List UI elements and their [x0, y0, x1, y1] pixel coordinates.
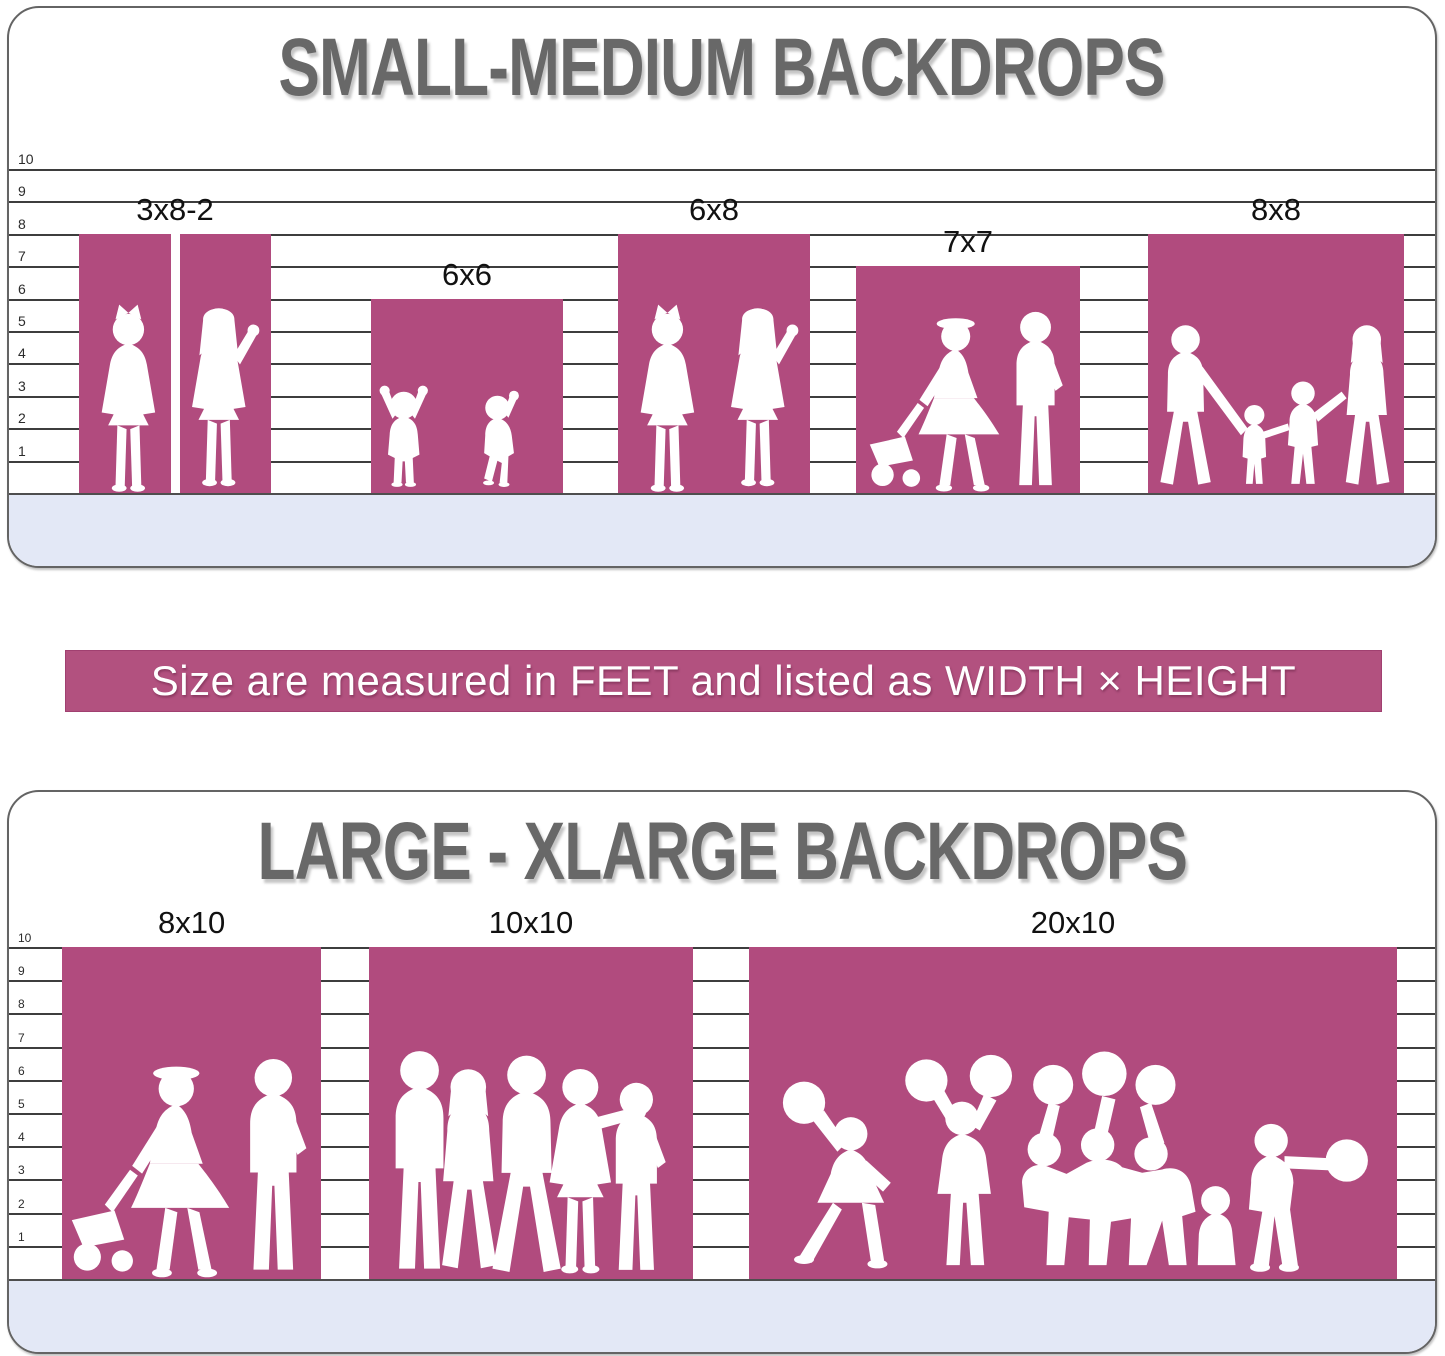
measurement-note-banner: Size are measured in FEET and listed as … — [65, 650, 1382, 712]
scale-number: 7 — [18, 248, 26, 265]
backdrop-size-label: 3x8-2 — [136, 191, 214, 227]
scale-number: 5 — [18, 313, 26, 329]
foot-gridline — [9, 169, 1435, 171]
scale-number: 7 — [18, 1030, 25, 1045]
backdrop-size-label: 7x7 — [943, 224, 993, 260]
backdrop-rect-8x10 — [62, 947, 322, 1279]
panel-divider — [170, 233, 180, 493]
scale-number: 4 — [18, 345, 26, 362]
scale-number: 2 — [18, 1196, 25, 1211]
foot-gridline — [9, 1079, 1435, 1082]
foot-gridline — [9, 980, 1435, 983]
section-title-small-medium: SMALL-MEDIUM BACKDROPS — [9, 20, 1435, 112]
backdrop-rect-6x6 — [371, 298, 563, 493]
scale-number: 3 — [18, 1163, 25, 1178]
scale-number: 8 — [18, 997, 25, 1012]
foot-gridline — [9, 1245, 1435, 1248]
foot-gridline — [9, 947, 1435, 949]
panel-large-xlarge: LARGE - XLARGE BACKDROPS 10 9 8 7 6 5 4 3 2 1 8x10… — [7, 790, 1437, 1354]
foot-gridline — [9, 1212, 1435, 1215]
foot-gridline — [9, 201, 1435, 204]
section-title-large-xlarge: LARGE - XLARGE BACKDROPS — [9, 804, 1435, 896]
backdrop-size-label: 10x10 — [488, 905, 574, 940]
size-chart-small-medium: 10 9 8 7 6 5 4 3 2 1 3x8-2 6x6 6x8 7x7 8x8 — [9, 8, 1435, 566]
backdrop-rect-3x8-2 — [79, 233, 271, 493]
backdrop-rect-6x8 — [618, 233, 810, 493]
scale-number: 3 — [18, 377, 26, 394]
scale-number: 2 — [18, 410, 26, 427]
backdrop-rect-8x8 — [1148, 233, 1404, 493]
scale-number: 8 — [18, 215, 26, 232]
measurement-note-text: Size are measured in FEET and listed as … — [150, 657, 1297, 704]
scale-number: 1 — [18, 1229, 25, 1244]
backdrop-size-label: 8x8 — [1251, 191, 1301, 227]
cheer-squad-icon — [749, 1051, 1397, 1278]
scale-number: 1 — [18, 442, 26, 459]
foot-gridline — [9, 1146, 1435, 1149]
panel-small-medium: SMALL-MEDIUM BACKDROPS 10 9 8 7 6 5 4 3 2 1 3x8-2 6… — [7, 6, 1437, 568]
family-walking-icon — [1148, 316, 1404, 492]
section-title-text: LARGE - XLARGE BACKDROPS — [257, 805, 1187, 897]
scale-number: 6 — [18, 280, 26, 297]
size-chart-large-xlarge: 10 9 8 7 6 5 4 3 2 1 8x10 10x10 20x10 — [9, 792, 1435, 1352]
backdrop-size-label: 6x6 — [442, 256, 492, 292]
stroller-couple-icon — [856, 311, 1080, 492]
group-five-icon — [369, 1032, 693, 1278]
scale-number: 5 — [18, 1097, 25, 1111]
backdrop-size-label: 20x10 — [1030, 905, 1116, 940]
foot-gridline — [9, 1179, 1435, 1182]
backdrop-rect-7x7 — [856, 266, 1080, 493]
scale-number: 10 — [18, 931, 32, 945]
floor-band — [9, 1279, 1435, 1352]
backdrop-rect-20x10 — [749, 947, 1397, 1279]
two-girls-icon — [79, 300, 271, 492]
two-toddlers-icon — [371, 368, 563, 492]
foot-gridline — [9, 1046, 1435, 1049]
scale-number: 4 — [18, 1130, 25, 1145]
scale-number: 6 — [18, 1063, 25, 1078]
foot-gridline — [9, 1013, 1435, 1016]
scale-number: 9 — [18, 183, 26, 200]
scale-number: 9 — [18, 964, 25, 979]
backdrop-rect-10x10 — [369, 947, 693, 1279]
stroller-couple-icon — [62, 1046, 321, 1278]
scale-number: 10 — [18, 151, 34, 167]
floor-band — [9, 493, 1435, 566]
backdrop-size-label: 6x8 — [689, 191, 739, 227]
foot-gridline — [9, 1113, 1435, 1115]
two-girls-icon — [618, 300, 810, 492]
section-title-text: SMALL-MEDIUM BACKDROPS — [278, 21, 1166, 113]
backdrop-size-label: 8x10 — [157, 905, 226, 940]
